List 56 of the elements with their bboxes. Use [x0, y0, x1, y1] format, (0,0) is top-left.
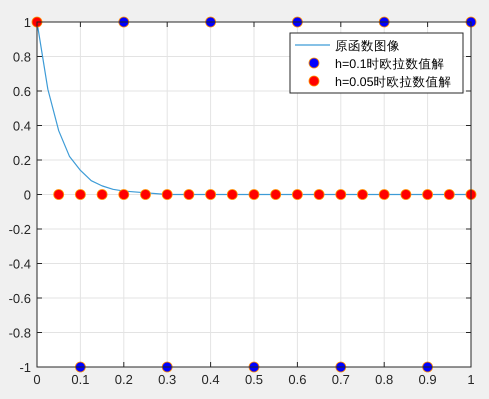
point: [378, 16, 390, 28]
x-tick-label: 0.9: [418, 372, 437, 387]
point: [444, 189, 455, 200]
point: [53, 189, 64, 200]
y-tick-label: 0.8: [12, 50, 31, 64]
point: [75, 362, 86, 372]
point: [140, 189, 151, 200]
point: [162, 189, 173, 200]
point: [96, 189, 108, 200]
point: [205, 189, 216, 200]
x-tick-label: 0.8: [375, 372, 394, 387]
point: [226, 189, 238, 200]
x-tick-label: 0.2: [114, 372, 133, 387]
x-tick-label: 0.4: [202, 372, 220, 387]
y-tick-label: -0.4: [8, 256, 31, 272]
point: [292, 189, 303, 200]
point: [314, 189, 324, 200]
legend-label: h=0.1时欧拉数值解: [335, 57, 445, 71]
point: [248, 362, 260, 372]
y-tick-label: 0.4: [12, 118, 31, 134]
y-tick-label: -1: [19, 360, 31, 375]
point: [184, 189, 194, 200]
x-tick-label: 0.1: [71, 372, 90, 387]
point: [422, 189, 433, 200]
y-tick-label: -0.6: [8, 291, 31, 306]
point: [162, 362, 173, 372]
point: [335, 362, 346, 372]
x-tick-label: 0: [33, 372, 41, 387]
point: [335, 189, 346, 200]
y-tick-label: 0.6: [12, 84, 31, 99]
point: [292, 16, 303, 28]
point: [422, 362, 433, 372]
point: [248, 189, 260, 200]
legend-label: h=0.05时欧拉数值解: [335, 75, 452, 89]
y-tick-label: -0.8: [8, 326, 31, 340]
y-tick-label: 1: [24, 15, 31, 30]
y-tick-label: 0: [24, 188, 31, 202]
x-tick-label: 0.5: [244, 372, 264, 387]
y-tick-label: 0.2: [12, 153, 31, 168]
legend-label: 原函数图像: [335, 39, 400, 53]
x-tick-label: 1: [467, 372, 475, 387]
x-tick-label: 0.6: [288, 372, 306, 387]
point: [118, 189, 130, 200]
point: [118, 16, 130, 28]
point: [400, 189, 412, 200]
y-tick-label: -0.2: [8, 222, 31, 237]
point: [466, 16, 476, 28]
x-tick-label: 0.7: [332, 372, 350, 387]
point: [205, 16, 216, 28]
point: [32, 16, 42, 28]
point: [378, 189, 390, 200]
point: [75, 189, 86, 200]
point: [466, 189, 476, 200]
x-tick-label: 0.3: [158, 372, 176, 387]
point: [357, 189, 368, 200]
point: [270, 189, 282, 200]
